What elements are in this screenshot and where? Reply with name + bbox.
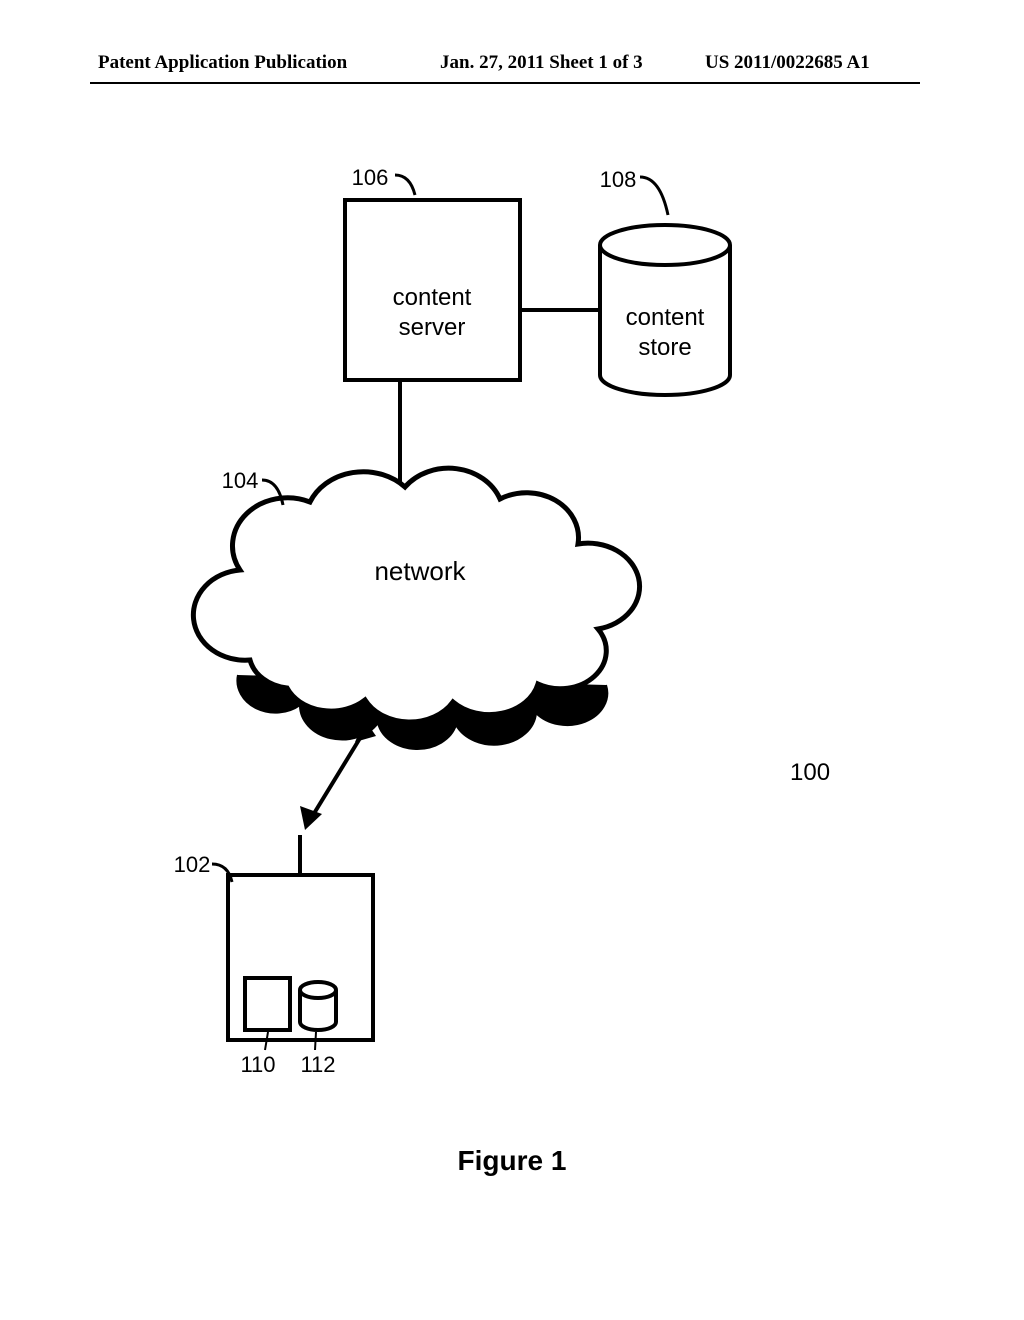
client-node: [228, 875, 373, 1040]
ref-112-leader: [315, 1032, 316, 1050]
network-label: network: [374, 556, 466, 586]
page-root: Patent Application Publication Jan. 27, …: [0, 0, 1024, 1320]
network-cloud: network: [193, 468, 639, 749]
content-store-label-1: content: [626, 304, 705, 331]
client-inner-box: [245, 978, 290, 1030]
client-inner-cylinder: [300, 982, 336, 1030]
header-rule: [90, 82, 920, 84]
ref-108: 108: [600, 167, 637, 192]
ref-108-leader: [640, 177, 668, 215]
ref-102: 102: [174, 852, 211, 877]
ref-106: 106: [352, 165, 389, 190]
content-store-node: content store: [600, 225, 730, 395]
figure-diagram: content server 106 content store 108 n: [0, 120, 1024, 1120]
ref-104: 104: [222, 468, 259, 493]
content-server-label-2: server: [399, 314, 466, 341]
ref-100: 100: [790, 759, 830, 786]
ref-110: 110: [240, 1052, 275, 1077]
ref-106-leader: [395, 175, 415, 195]
header-center: Jan. 27, 2011 Sheet 1 of 3: [440, 52, 643, 74]
content-server-label-1: content: [393, 284, 472, 311]
content-server-node: content server: [345, 200, 520, 380]
header-right: US 2011/0022685 A1: [705, 52, 870, 74]
content-store-label-2: store: [638, 334, 691, 361]
ref-112: 112: [300, 1052, 335, 1077]
header-left: Patent Application Publication: [98, 52, 347, 74]
figure-caption: Figure 1: [0, 1145, 1024, 1177]
